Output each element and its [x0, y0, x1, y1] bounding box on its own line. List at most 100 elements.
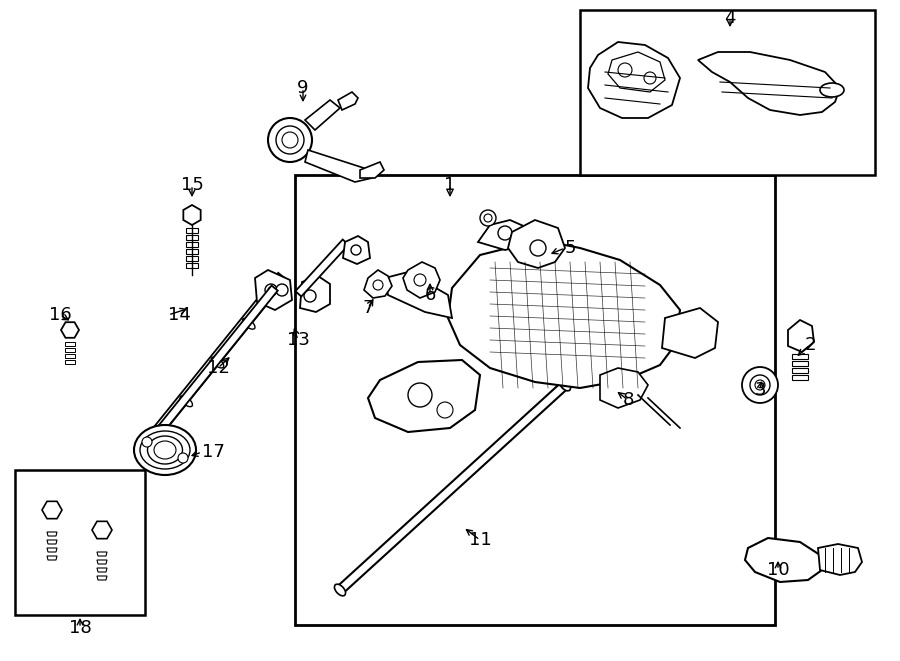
Polygon shape	[364, 270, 392, 298]
Polygon shape	[360, 162, 384, 178]
Circle shape	[142, 437, 152, 447]
Text: 3: 3	[754, 381, 766, 399]
Circle shape	[750, 375, 770, 395]
Circle shape	[484, 214, 492, 222]
Polygon shape	[368, 360, 480, 432]
Circle shape	[618, 63, 632, 77]
Circle shape	[480, 210, 496, 226]
Text: 15: 15	[181, 176, 203, 194]
Text: 8: 8	[622, 391, 634, 409]
Circle shape	[276, 284, 288, 296]
Text: 1: 1	[445, 176, 455, 194]
Text: 9: 9	[297, 79, 309, 97]
Bar	[186, 263, 198, 268]
Polygon shape	[97, 568, 107, 572]
Circle shape	[644, 72, 656, 84]
Text: 16: 16	[49, 306, 71, 324]
Bar	[186, 228, 198, 233]
Bar	[65, 342, 75, 346]
Polygon shape	[97, 576, 107, 580]
Bar	[65, 354, 75, 358]
Bar	[792, 354, 808, 359]
Polygon shape	[152, 286, 278, 438]
Ellipse shape	[212, 357, 224, 368]
Polygon shape	[403, 262, 440, 298]
Text: 10: 10	[767, 561, 789, 579]
Polygon shape	[47, 540, 57, 544]
Bar	[580, 10, 875, 175]
Polygon shape	[343, 236, 370, 264]
Polygon shape	[508, 220, 565, 268]
Circle shape	[437, 402, 453, 418]
Bar	[792, 361, 808, 366]
Circle shape	[373, 280, 383, 290]
Polygon shape	[143, 273, 287, 447]
Polygon shape	[97, 560, 107, 564]
Text: 11: 11	[469, 531, 491, 549]
Polygon shape	[698, 52, 840, 115]
Ellipse shape	[820, 83, 844, 97]
Text: 7: 7	[362, 299, 374, 317]
Text: 2: 2	[805, 336, 815, 354]
Circle shape	[755, 380, 765, 390]
Polygon shape	[337, 381, 568, 594]
Bar	[295, 175, 775, 625]
Polygon shape	[47, 548, 57, 552]
Ellipse shape	[148, 436, 183, 464]
Polygon shape	[305, 150, 372, 182]
Text: 4: 4	[724, 9, 736, 27]
Text: 17: 17	[202, 443, 225, 461]
Ellipse shape	[560, 379, 571, 391]
Circle shape	[530, 240, 546, 256]
Ellipse shape	[242, 319, 255, 329]
Polygon shape	[305, 100, 340, 130]
Ellipse shape	[180, 396, 193, 407]
Polygon shape	[478, 220, 528, 250]
Text: 5: 5	[565, 239, 577, 257]
Circle shape	[178, 453, 188, 463]
Ellipse shape	[335, 584, 346, 596]
Circle shape	[414, 274, 426, 286]
Bar	[15, 470, 145, 615]
Circle shape	[268, 118, 312, 162]
Polygon shape	[588, 42, 680, 118]
Ellipse shape	[154, 441, 176, 459]
Bar	[792, 368, 808, 373]
Polygon shape	[97, 552, 107, 556]
Circle shape	[498, 226, 512, 240]
Circle shape	[408, 383, 432, 407]
Circle shape	[268, 287, 274, 293]
Text: 14: 14	[168, 306, 191, 324]
Polygon shape	[295, 239, 348, 297]
Circle shape	[304, 290, 316, 302]
Polygon shape	[788, 320, 814, 352]
Bar	[186, 242, 198, 247]
Polygon shape	[662, 308, 718, 358]
Polygon shape	[608, 52, 665, 92]
Ellipse shape	[140, 431, 190, 469]
Polygon shape	[745, 538, 822, 582]
Circle shape	[351, 245, 361, 255]
Polygon shape	[47, 532, 57, 536]
Polygon shape	[47, 556, 57, 560]
Polygon shape	[448, 240, 680, 388]
Circle shape	[282, 132, 298, 148]
Bar	[792, 375, 808, 380]
Text: 13: 13	[286, 331, 310, 349]
Circle shape	[742, 367, 778, 403]
Polygon shape	[600, 368, 648, 408]
Circle shape	[276, 126, 304, 154]
Text: 12: 12	[207, 359, 230, 377]
Circle shape	[265, 284, 277, 296]
Polygon shape	[300, 276, 330, 312]
Polygon shape	[818, 544, 862, 575]
Polygon shape	[385, 272, 452, 318]
Text: 18: 18	[68, 619, 92, 637]
Bar	[65, 360, 75, 364]
Polygon shape	[338, 92, 358, 110]
Bar	[186, 249, 198, 254]
Bar	[186, 235, 198, 240]
Polygon shape	[255, 270, 292, 310]
Text: 6: 6	[424, 286, 436, 304]
Ellipse shape	[134, 425, 196, 475]
